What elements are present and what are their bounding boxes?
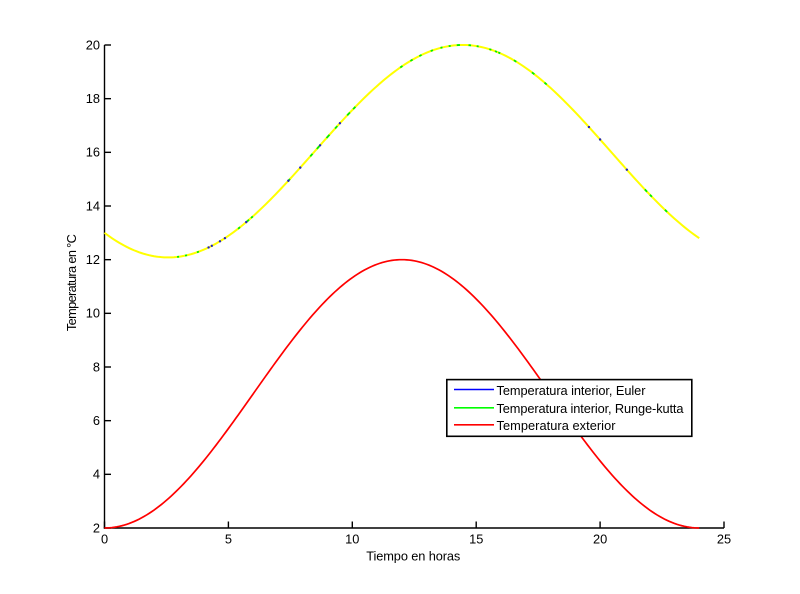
svg-text:15: 15	[469, 532, 483, 547]
svg-text:10: 10	[345, 532, 359, 547]
svg-text:12: 12	[86, 252, 100, 267]
svg-text:Temperatura exterior: Temperatura exterior	[497, 418, 617, 433]
svg-text:8: 8	[93, 359, 100, 374]
svg-text:16: 16	[86, 145, 100, 160]
svg-text:2: 2	[93, 520, 100, 535]
svg-text:5: 5	[225, 532, 232, 547]
svg-text:Tiempo en horas: Tiempo en horas	[366, 549, 460, 564]
svg-text:20: 20	[86, 37, 100, 52]
svg-text:25: 25	[717, 532, 731, 547]
svg-text:4: 4	[93, 467, 100, 482]
svg-text:18: 18	[86, 91, 100, 106]
svg-text:Temperatura interior, Runge-ku: Temperatura interior, Runge-kutta	[497, 401, 685, 416]
svg-text:14: 14	[86, 198, 100, 213]
svg-text:Temperatura interior, Euler: Temperatura interior, Euler	[497, 383, 647, 398]
svg-text:0: 0	[101, 532, 108, 547]
svg-text:Temperatura en °C: Temperatura en °C	[64, 234, 79, 331]
svg-text:20: 20	[593, 532, 607, 547]
svg-text:10: 10	[86, 306, 100, 321]
svg-text:6: 6	[93, 413, 100, 428]
